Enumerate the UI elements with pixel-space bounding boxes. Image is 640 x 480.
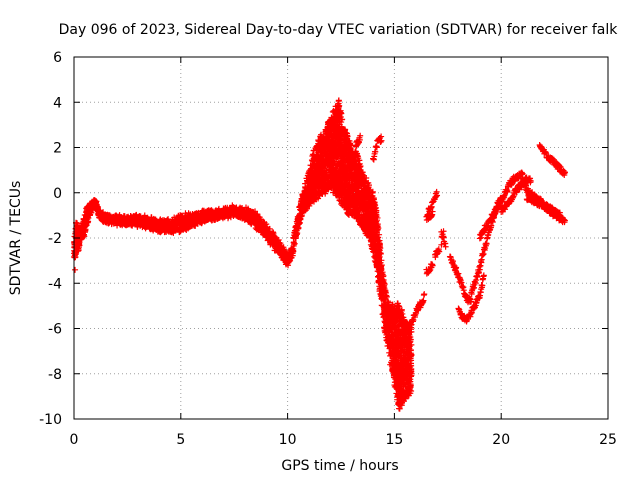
data-point — [83, 222, 90, 229]
data-point — [81, 233, 88, 240]
series-falk — [70, 97, 569, 412]
data-markers — [70, 97, 569, 412]
grid-lines — [74, 57, 608, 419]
data-point — [72, 266, 79, 273]
